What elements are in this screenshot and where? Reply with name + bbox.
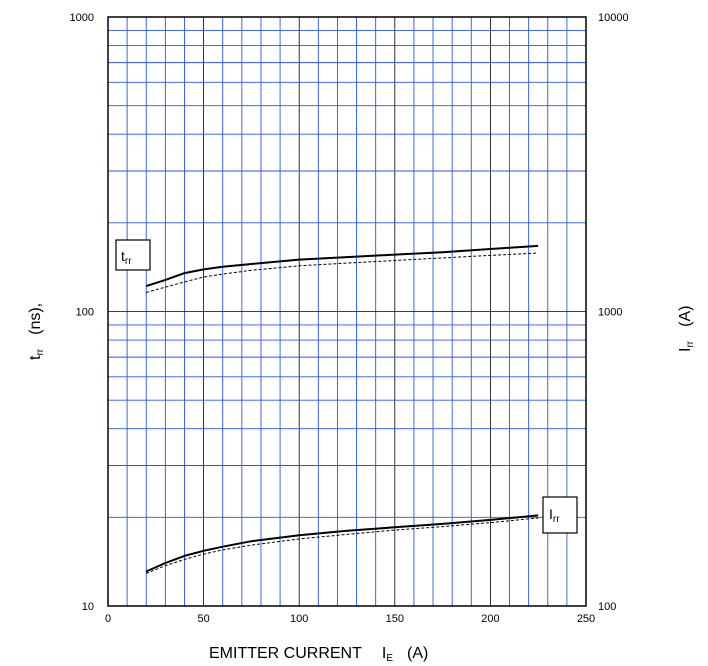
x-tick-label: 0	[105, 613, 111, 625]
y-right-axis-title: Irr(A)	[677, 306, 696, 352]
trr-label-box: trr	[115, 239, 151, 271]
y-right-tick-label: 10000	[598, 12, 629, 24]
x-tick-label: 250	[577, 613, 595, 625]
x-axis-title: EMITTER CURRENT IE (A)	[209, 645, 428, 664]
series	[145, 244, 539, 574]
series-line-trr	[145, 244, 539, 288]
plot-frame	[107, 16, 587, 607]
x-tick-label: 150	[386, 613, 404, 625]
x-tick-label: 100	[290, 613, 308, 625]
svg-text:Irr: Irr	[549, 506, 560, 525]
y-left-tick-label: 10	[82, 601, 94, 613]
series-line-Irr-dashed	[146, 517, 539, 574]
series-line-trr-dashed	[146, 252, 539, 293]
series-line-Irr	[145, 514, 539, 573]
y-left-tick-label: 100	[76, 307, 94, 319]
svg-text:trr: trr	[121, 248, 132, 267]
irr-label-box: Irr	[542, 496, 578, 534]
y-left-axis-title: trr(ns),	[27, 303, 46, 360]
tick-labels: 0 50 100 150 200 250 10 100 1000 100 1000 10000	[70, 12, 629, 625]
y-right-tick-label: 1000	[598, 307, 622, 319]
x-tick-label: 50	[197, 613, 209, 625]
y-right-tick-label: 100	[598, 601, 616, 613]
y-left-tick-label: 1000	[70, 12, 94, 24]
x-tick-label: 200	[481, 613, 499, 625]
